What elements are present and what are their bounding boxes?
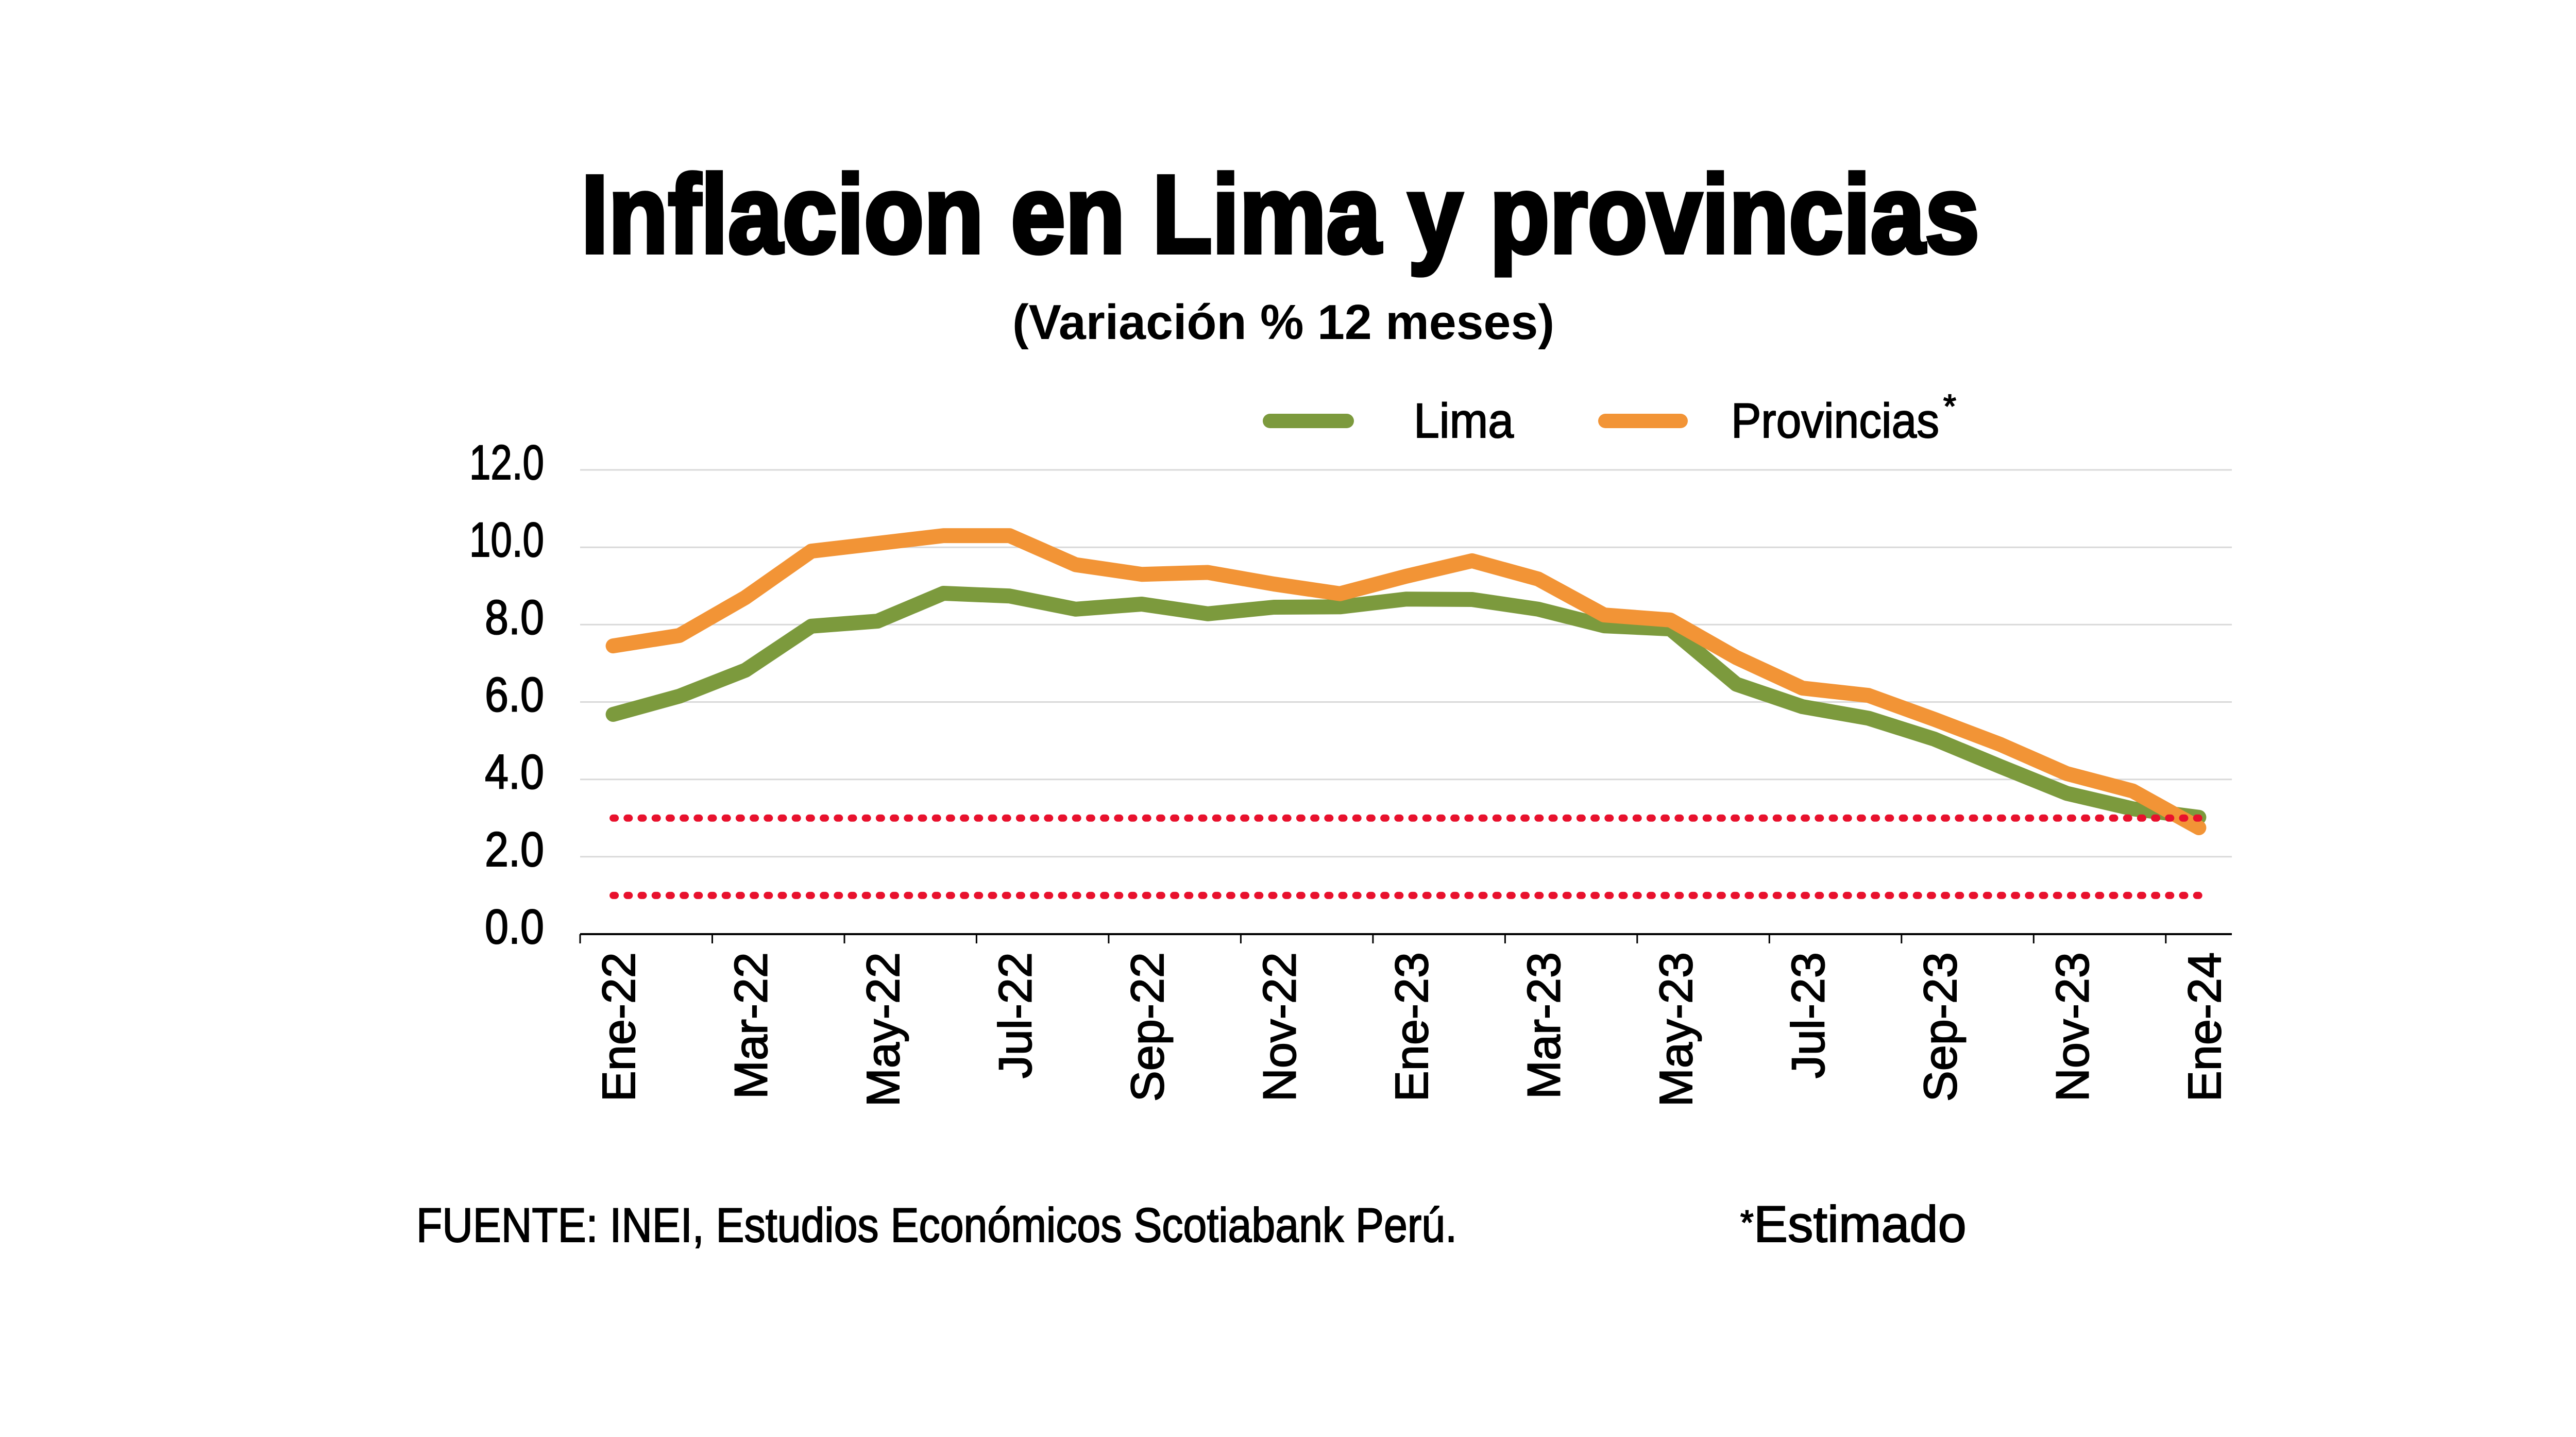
svg-text:*: * — [1943, 387, 1956, 425]
svg-text:Ene-23: Ene-23 — [1386, 952, 1438, 1102]
svg-text:May-22: May-22 — [858, 952, 909, 1107]
svg-text:(Variación % 12 meses): (Variación % 12 meses) — [1012, 295, 1554, 350]
svg-text:Inflacion en Lima y provincias: Inflacion en Lima y provincias — [581, 152, 1979, 276]
svg-text:Mar-23: Mar-23 — [1519, 952, 1570, 1099]
svg-text:Jul-23: Jul-23 — [1783, 952, 1834, 1078]
svg-text:Estimado: Estimado — [1754, 1195, 1967, 1253]
svg-text:FUENTE: INEI, Estudios Económi: FUENTE: INEI, Estudios Económicos Scotia… — [416, 1198, 1457, 1252]
svg-text:6.0: 6.0 — [485, 668, 544, 722]
svg-text:Sep-22: Sep-22 — [1122, 952, 1174, 1102]
svg-text:Provincias: Provincias — [1731, 394, 1939, 448]
svg-text:Sep-23: Sep-23 — [1915, 952, 1967, 1102]
svg-text:10.0: 10.0 — [469, 513, 544, 567]
svg-text:4.0: 4.0 — [485, 745, 544, 800]
svg-text:Nov-22: Nov-22 — [1255, 952, 1306, 1102]
svg-text:Mar-22: Mar-22 — [726, 952, 777, 1099]
svg-text:*: * — [1740, 1203, 1754, 1241]
svg-text:Ene-24: Ene-24 — [2179, 952, 2231, 1102]
svg-text:Lima: Lima — [1414, 394, 1514, 448]
svg-text:Nov-23: Nov-23 — [2047, 952, 2098, 1102]
svg-text:2.0: 2.0 — [485, 822, 544, 877]
svg-text:0.0: 0.0 — [485, 900, 544, 954]
svg-text:Ene-22: Ene-22 — [594, 952, 645, 1102]
svg-text:Jul-22: Jul-22 — [990, 952, 1042, 1078]
svg-text:12.0: 12.0 — [469, 435, 544, 490]
svg-text:May-23: May-23 — [1651, 952, 1702, 1107]
svg-text:8.0: 8.0 — [485, 590, 544, 645]
